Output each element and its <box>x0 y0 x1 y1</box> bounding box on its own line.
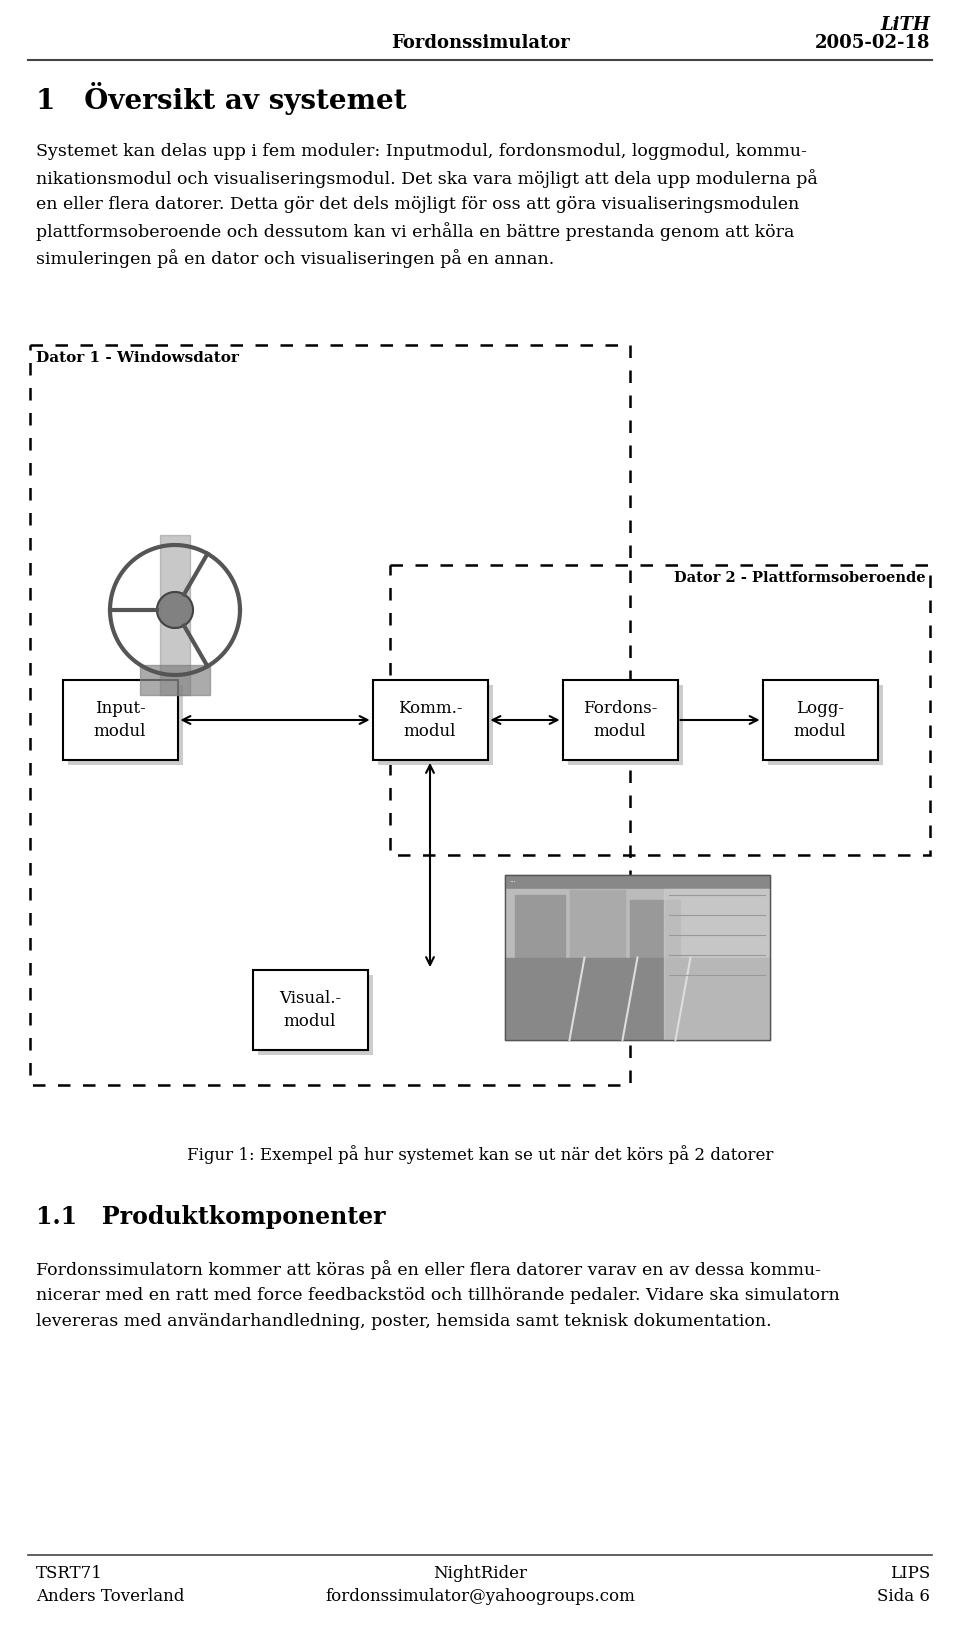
Text: Logg-
modul: Logg- modul <box>794 701 846 740</box>
Text: plattformsoberoende och dessutom kan vi erhålla en bättre prestanda genom att kö: plattformsoberoende och dessutom kan vi … <box>36 223 794 241</box>
Text: Komm.-
modul: Komm.- modul <box>397 701 463 740</box>
Text: TSRT71: TSRT71 <box>36 1564 103 1582</box>
Text: NightRider: NightRider <box>433 1564 527 1582</box>
Text: 1   Översikt av systemet: 1 Översikt av systemet <box>36 81 407 115</box>
Bar <box>762 680 877 759</box>
Bar <box>390 564 930 855</box>
Text: nikationsmodul och visualiseringsmodul. Det ska vara möjligt att dela upp module: nikationsmodul och visualiseringsmodul. … <box>36 169 818 189</box>
Text: levereras med användarhandledning, poster, hemsida samt teknisk dokumentation.: levereras med användarhandledning, poste… <box>36 1314 772 1330</box>
Bar <box>257 976 372 1055</box>
Text: ...: ... <box>509 876 516 883</box>
Text: Fordonssimulatorn kommer att köras på en eller flera datorer varav en av dessa k: Fordonssimulatorn kommer att köras på en… <box>36 1260 821 1280</box>
Bar <box>563 680 678 759</box>
Text: Sida 6: Sida 6 <box>877 1589 930 1605</box>
Bar <box>62 680 178 759</box>
Text: en eller flera datorer. Detta gör det dels möjligt för oss att göra visualiserin: en eller flera datorer. Detta gör det de… <box>36 197 800 213</box>
Text: Figur 1: Exempel på hur systemet kan se ut när det körs på 2 datorer: Figur 1: Exempel på hur systemet kan se … <box>187 1145 773 1164</box>
Text: Input-
modul: Input- modul <box>94 701 146 740</box>
Bar <box>567 685 683 764</box>
Text: 2005-02-18: 2005-02-18 <box>814 34 930 52</box>
Bar <box>30 345 630 1085</box>
Text: Anders Toverland: Anders Toverland <box>36 1589 184 1605</box>
Polygon shape <box>157 592 193 628</box>
Text: Dator 1 - Windowsdator: Dator 1 - Windowsdator <box>36 351 239 364</box>
Text: simuleringen på en dator och visualiseringen på en annan.: simuleringen på en dator och visualiseri… <box>36 249 554 268</box>
Bar <box>372 680 488 759</box>
Text: Fordons-
modul: Fordons- modul <box>583 701 658 740</box>
Bar <box>767 685 882 764</box>
Bar <box>377 685 492 764</box>
Text: LIPS: LIPS <box>890 1564 930 1582</box>
Text: nicerar med en ratt med force feedbackstöd och tillhörande pedaler. Vidare ska s: nicerar med en ratt med force feedbackst… <box>36 1286 840 1304</box>
Bar <box>252 971 368 1050</box>
Text: fordonssimulator@yahoogroups.com: fordonssimulator@yahoogroups.com <box>325 1589 635 1605</box>
Text: LiTH: LiTH <box>880 16 930 34</box>
Text: Fordonssimulator: Fordonssimulator <box>391 34 569 52</box>
Bar <box>67 685 182 764</box>
Text: Systemet kan delas upp i fem moduler: Inputmodul, fordonsmodul, loggmodul, kommu: Systemet kan delas upp i fem moduler: In… <box>36 143 806 159</box>
Text: Visual.-
modul: Visual.- modul <box>279 990 341 1029</box>
Text: 1.1   Produktkomponenter: 1.1 Produktkomponenter <box>36 1205 386 1229</box>
Text: Dator 2 - Plattformsoberoende: Dator 2 - Plattformsoberoende <box>674 571 926 585</box>
Bar <box>505 875 770 1041</box>
